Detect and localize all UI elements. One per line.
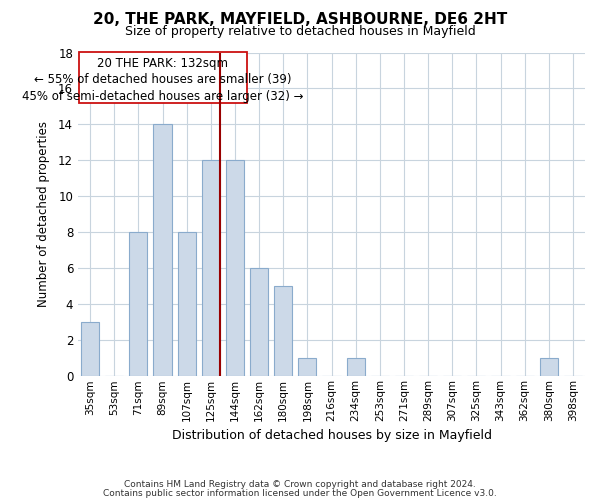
Text: Contains public sector information licensed under the Open Government Licence v3: Contains public sector information licen…	[103, 490, 497, 498]
Bar	[540, 358, 558, 376]
Text: 20 THE PARK: 132sqm: 20 THE PARK: 132sqm	[97, 56, 228, 70]
Text: 20, THE PARK, MAYFIELD, ASHBOURNE, DE6 2HT: 20, THE PARK, MAYFIELD, ASHBOURNE, DE6 2…	[93, 12, 507, 28]
Bar	[226, 160, 244, 376]
Bar	[347, 358, 365, 376]
Bar	[178, 232, 196, 376]
Y-axis label: Number of detached properties: Number of detached properties	[37, 122, 50, 308]
Bar	[274, 286, 292, 376]
Bar	[154, 124, 172, 376]
Bar	[298, 358, 316, 376]
Text: Contains HM Land Registry data © Crown copyright and database right 2024.: Contains HM Land Registry data © Crown c…	[124, 480, 476, 489]
FancyBboxPatch shape	[79, 52, 247, 103]
X-axis label: Distribution of detached houses by size in Mayfield: Distribution of detached houses by size …	[172, 430, 491, 442]
Text: 45% of semi-detached houses are larger (32) →: 45% of semi-detached houses are larger (…	[22, 90, 304, 102]
Bar	[250, 268, 268, 376]
Bar	[202, 160, 220, 376]
Text: ← 55% of detached houses are smaller (39): ← 55% of detached houses are smaller (39…	[34, 73, 292, 86]
Bar	[130, 232, 148, 376]
Text: Size of property relative to detached houses in Mayfield: Size of property relative to detached ho…	[125, 25, 475, 38]
Bar	[81, 322, 99, 376]
